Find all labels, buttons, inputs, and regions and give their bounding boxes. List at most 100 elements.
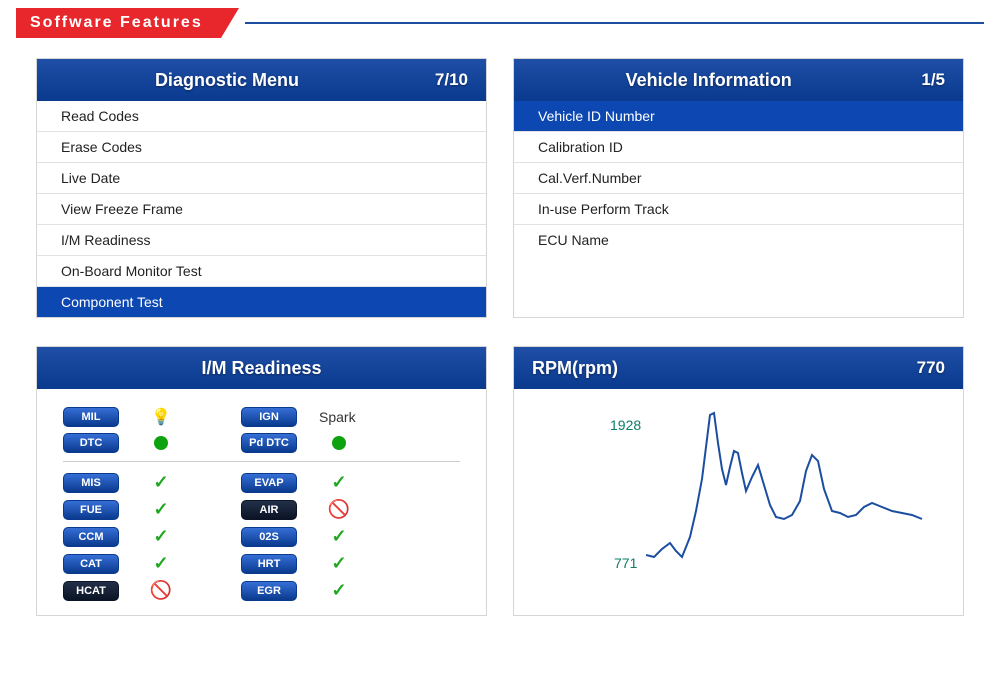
no-entry-icon: 🚫 [150, 580, 172, 601]
check-icon: ✓ [153, 472, 168, 493]
vehicle-info-item[interactable]: Calibration ID [514, 132, 963, 163]
im-row: HCAT 🚫 [63, 580, 181, 601]
im-column: MIS ✓ FUE ✓ CCM ✓ CAT ✓ HCAT 🚫 [63, 472, 181, 601]
im-row: MIL 💡 [63, 407, 181, 427]
im-column: EVAP ✓ AIR 🚫 02S ✓ HRT ✓ EGR ✓ [241, 472, 359, 601]
section-title-tab: Soffware Features [16, 8, 221, 38]
im-readiness-panel: I/M Readiness MIL 💡 DTC IGN Spark Pd DTC MIS ✓… [36, 346, 487, 616]
vehicle-info-item[interactable]: ECU Name [514, 225, 963, 255]
im-row: Pd DTC [241, 433, 359, 453]
im-badge: AIR [241, 500, 297, 520]
diagnostic-menu-item[interactable]: View Freeze Frame [37, 194, 486, 225]
check-icon: ✓ [153, 499, 168, 520]
im-status: 🚫 [141, 580, 181, 601]
im-badge: 02S [241, 527, 297, 547]
im-status: ✓ [319, 580, 359, 601]
check-icon: ✓ [331, 526, 346, 547]
status-dot-icon [332, 436, 346, 450]
im-status: Spark [319, 409, 356, 425]
im-top-grid: MIL 💡 DTC IGN Spark Pd DTC [63, 407, 460, 453]
im-status: 🚫 [319, 499, 359, 520]
im-badge: CAT [63, 554, 119, 574]
vehicle-info-list: Vehicle ID NumberCalibration IDCal.Verf.… [514, 101, 963, 255]
im-status: ✓ [319, 472, 359, 493]
im-column: IGN Spark Pd DTC [241, 407, 359, 453]
rpm-y-min-label: 771 [614, 555, 637, 571]
im-row: EVAP ✓ [241, 472, 359, 493]
im-status: 💡 [141, 407, 181, 427]
im-status: ✓ [141, 553, 181, 574]
diagnostic-menu-header: Diagnostic Menu 7/10 [37, 59, 486, 101]
vehicle-info-item[interactable]: Vehicle ID Number [514, 101, 963, 132]
diagnostic-menu-item[interactable]: Component Test [37, 287, 486, 317]
im-row: CCM ✓ [63, 526, 181, 547]
check-icon: ✓ [331, 472, 346, 493]
check-icon: ✓ [331, 580, 346, 601]
im-badge: CCM [63, 527, 119, 547]
vehicle-info-item[interactable]: In-use Perform Track [514, 194, 963, 225]
im-status: ✓ [319, 553, 359, 574]
im-row: HRT ✓ [241, 553, 359, 574]
im-divider [63, 461, 460, 462]
im-row: DTC [63, 433, 181, 453]
rpm-title: RPM(rpm) [514, 358, 618, 379]
rpm-value: 770 [899, 358, 963, 378]
im-bottom-grid: MIS✓FUE✓CCM✓CAT✓HCAT🚫EVAP✓AIR🚫02S✓HRT✓EG… [63, 472, 460, 601]
im-badge: DTC [63, 433, 119, 453]
im-badge: EVAP [241, 473, 297, 493]
im-badge: MIL [63, 407, 119, 427]
im-readiness-body: MIL 💡 DTC IGN Spark Pd DTC MIS ✓ FUE ✓ CCM ✓ CAT ✓ HC… [37, 389, 486, 615]
diagnostic-menu-item[interactable]: On-Board Monitor Test [37, 256, 486, 287]
diagnostic-menu-panel: Diagnostic Menu 7/10 Read CodesErase Cod… [36, 58, 487, 318]
rpm-panel: RPM(rpm) 770 1928 771 [513, 346, 964, 616]
im-status: ✓ [319, 526, 359, 547]
im-badge: HRT [241, 554, 297, 574]
vehicle-info-count: 1/5 [903, 70, 963, 90]
diagnostic-menu-list: Read CodesErase CodesLive DateView Freez… [37, 101, 486, 317]
im-row: FUE ✓ [63, 499, 181, 520]
vehicle-info-title: Vehicle Information [514, 70, 903, 91]
check-icon: ✓ [153, 553, 168, 574]
section-header: Soffware Features [16, 8, 984, 38]
im-badge: Pd DTC [241, 433, 297, 453]
im-row: MIS ✓ [63, 472, 181, 493]
check-icon: ✓ [331, 553, 346, 574]
im-status: ✓ [141, 526, 181, 547]
section-rule [245, 22, 984, 24]
diagnostic-menu-item[interactable]: Erase Codes [37, 132, 486, 163]
rpm-line [646, 413, 922, 557]
rpm-chart-body: 1928 771 [514, 389, 963, 603]
check-icon: ✓ [153, 526, 168, 547]
im-row: CAT ✓ [63, 553, 181, 574]
diagnostic-menu-item[interactable]: Read Codes [37, 101, 486, 132]
im-badge: HCAT [63, 581, 119, 601]
im-readiness-header: I/M Readiness [37, 347, 486, 389]
no-entry-icon: 🚫 [328, 499, 350, 520]
im-readiness-title: I/M Readiness [37, 358, 486, 379]
im-row: EGR ✓ [241, 580, 359, 601]
row-1: Diagnostic Menu 7/10 Read CodesErase Cod… [0, 58, 1000, 318]
rpm-header: RPM(rpm) 770 [514, 347, 963, 389]
vehicle-info-header: Vehicle Information 1/5 [514, 59, 963, 101]
status-dot-icon [154, 436, 168, 450]
diagnostic-menu-item[interactable]: I/M Readiness [37, 225, 486, 256]
row-2: I/M Readiness MIL 💡 DTC IGN Spark Pd DTC MIS ✓… [0, 346, 1000, 616]
diagnostic-menu-item[interactable]: Live Date [37, 163, 486, 194]
im-status [141, 436, 181, 450]
vehicle-info-panel: Vehicle Information 1/5 Vehicle ID Numbe… [513, 58, 964, 318]
rpm-chart-svg [646, 407, 936, 577]
diagnostic-menu-count: 7/10 [417, 70, 486, 90]
diagnostic-menu-title: Diagnostic Menu [37, 70, 417, 91]
im-badge: FUE [63, 500, 119, 520]
im-status [319, 436, 359, 450]
rpm-y-max-label: 1928 [610, 417, 641, 433]
im-row: IGN Spark [241, 407, 359, 427]
bulb-icon: 💡 [151, 407, 171, 427]
im-row: 02S ✓ [241, 526, 359, 547]
im-badge: IGN [241, 407, 297, 427]
im-row: AIR 🚫 [241, 499, 359, 520]
vehicle-info-item[interactable]: Cal.Verf.Number [514, 163, 963, 194]
im-badge: EGR [241, 581, 297, 601]
im-badge: MIS [63, 473, 119, 493]
im-status: ✓ [141, 472, 181, 493]
